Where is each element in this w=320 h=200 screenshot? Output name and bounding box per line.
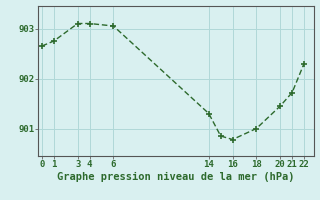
X-axis label: Graphe pression niveau de la mer (hPa): Graphe pression niveau de la mer (hPa) [57, 172, 295, 182]
